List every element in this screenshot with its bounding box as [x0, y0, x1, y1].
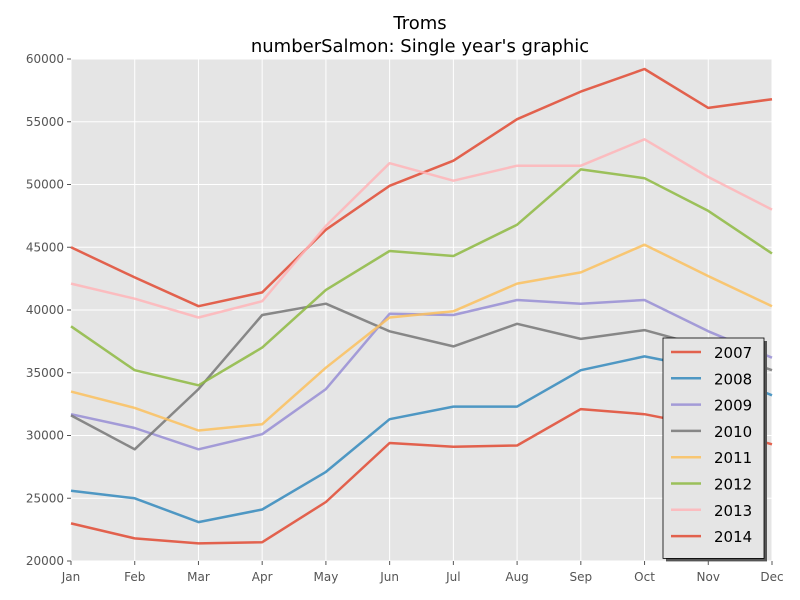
chart-subtitle: numberSalmon: Single year's graphic — [251, 36, 589, 57]
legend-label-2013: 2013 — [714, 502, 752, 520]
legend-label-2011: 2011 — [714, 449, 752, 467]
y-tick-label: 45000 — [26, 240, 64, 254]
x-tick-label: May — [314, 570, 339, 584]
legend-label-2010: 2010 — [714, 423, 752, 441]
chart-title: Troms — [392, 13, 446, 34]
legend-label-2007: 2007 — [714, 344, 752, 362]
series-line-2008 — [70, 355, 773, 524]
series-lines — [70, 67, 773, 545]
x-tick-label: Nov — [697, 570, 720, 584]
x-tick-label: Jul — [445, 570, 460, 584]
y-tick-label: 40000 — [26, 303, 64, 317]
legend-box — [662, 337, 765, 559]
y-tick-label: 55000 — [26, 115, 64, 129]
y-tick-label: 25000 — [26, 491, 64, 505]
y-tick-label: 20000 — [26, 554, 64, 568]
y-tick-label: 35000 — [26, 366, 64, 380]
series-line-2013 — [70, 138, 773, 319]
series-line-2011 — [70, 243, 773, 432]
y-tick-label: 50000 — [26, 178, 64, 192]
x-tick-label: Aug — [505, 570, 528, 584]
x-tick-label: Jun — [379, 570, 399, 584]
legend-label-2009: 2009 — [714, 397, 752, 415]
series-line-2007 — [70, 67, 773, 308]
x-tick-label: Oct — [634, 570, 655, 584]
series-line-2012 — [70, 168, 773, 387]
x-tick-label: Jan — [61, 570, 81, 584]
series-line-2010 — [70, 302, 773, 451]
legend: 2007 2008 2009 2010 2011 2012 2013 2014 — [662, 337, 767, 562]
x-tick-label: Dec — [760, 570, 783, 584]
x-tick-label: Sep — [570, 570, 593, 584]
x-tick-label: Apr — [252, 570, 273, 584]
y-tick-label: 60000 — [26, 52, 64, 66]
series-line-2014 — [70, 407, 773, 545]
legend-label-2014: 2014 — [714, 528, 752, 546]
axis-ticks: 20000 25000 30000 35000 40000 45000 50000 55000… — [26, 52, 784, 584]
x-tick-label: Feb — [124, 570, 145, 584]
legend-label-2012: 2012 — [714, 476, 752, 494]
x-tick-label: Mar — [187, 570, 210, 584]
legend-label-2008: 2008 — [714, 370, 752, 388]
y-tick-label: 30000 — [26, 429, 64, 443]
